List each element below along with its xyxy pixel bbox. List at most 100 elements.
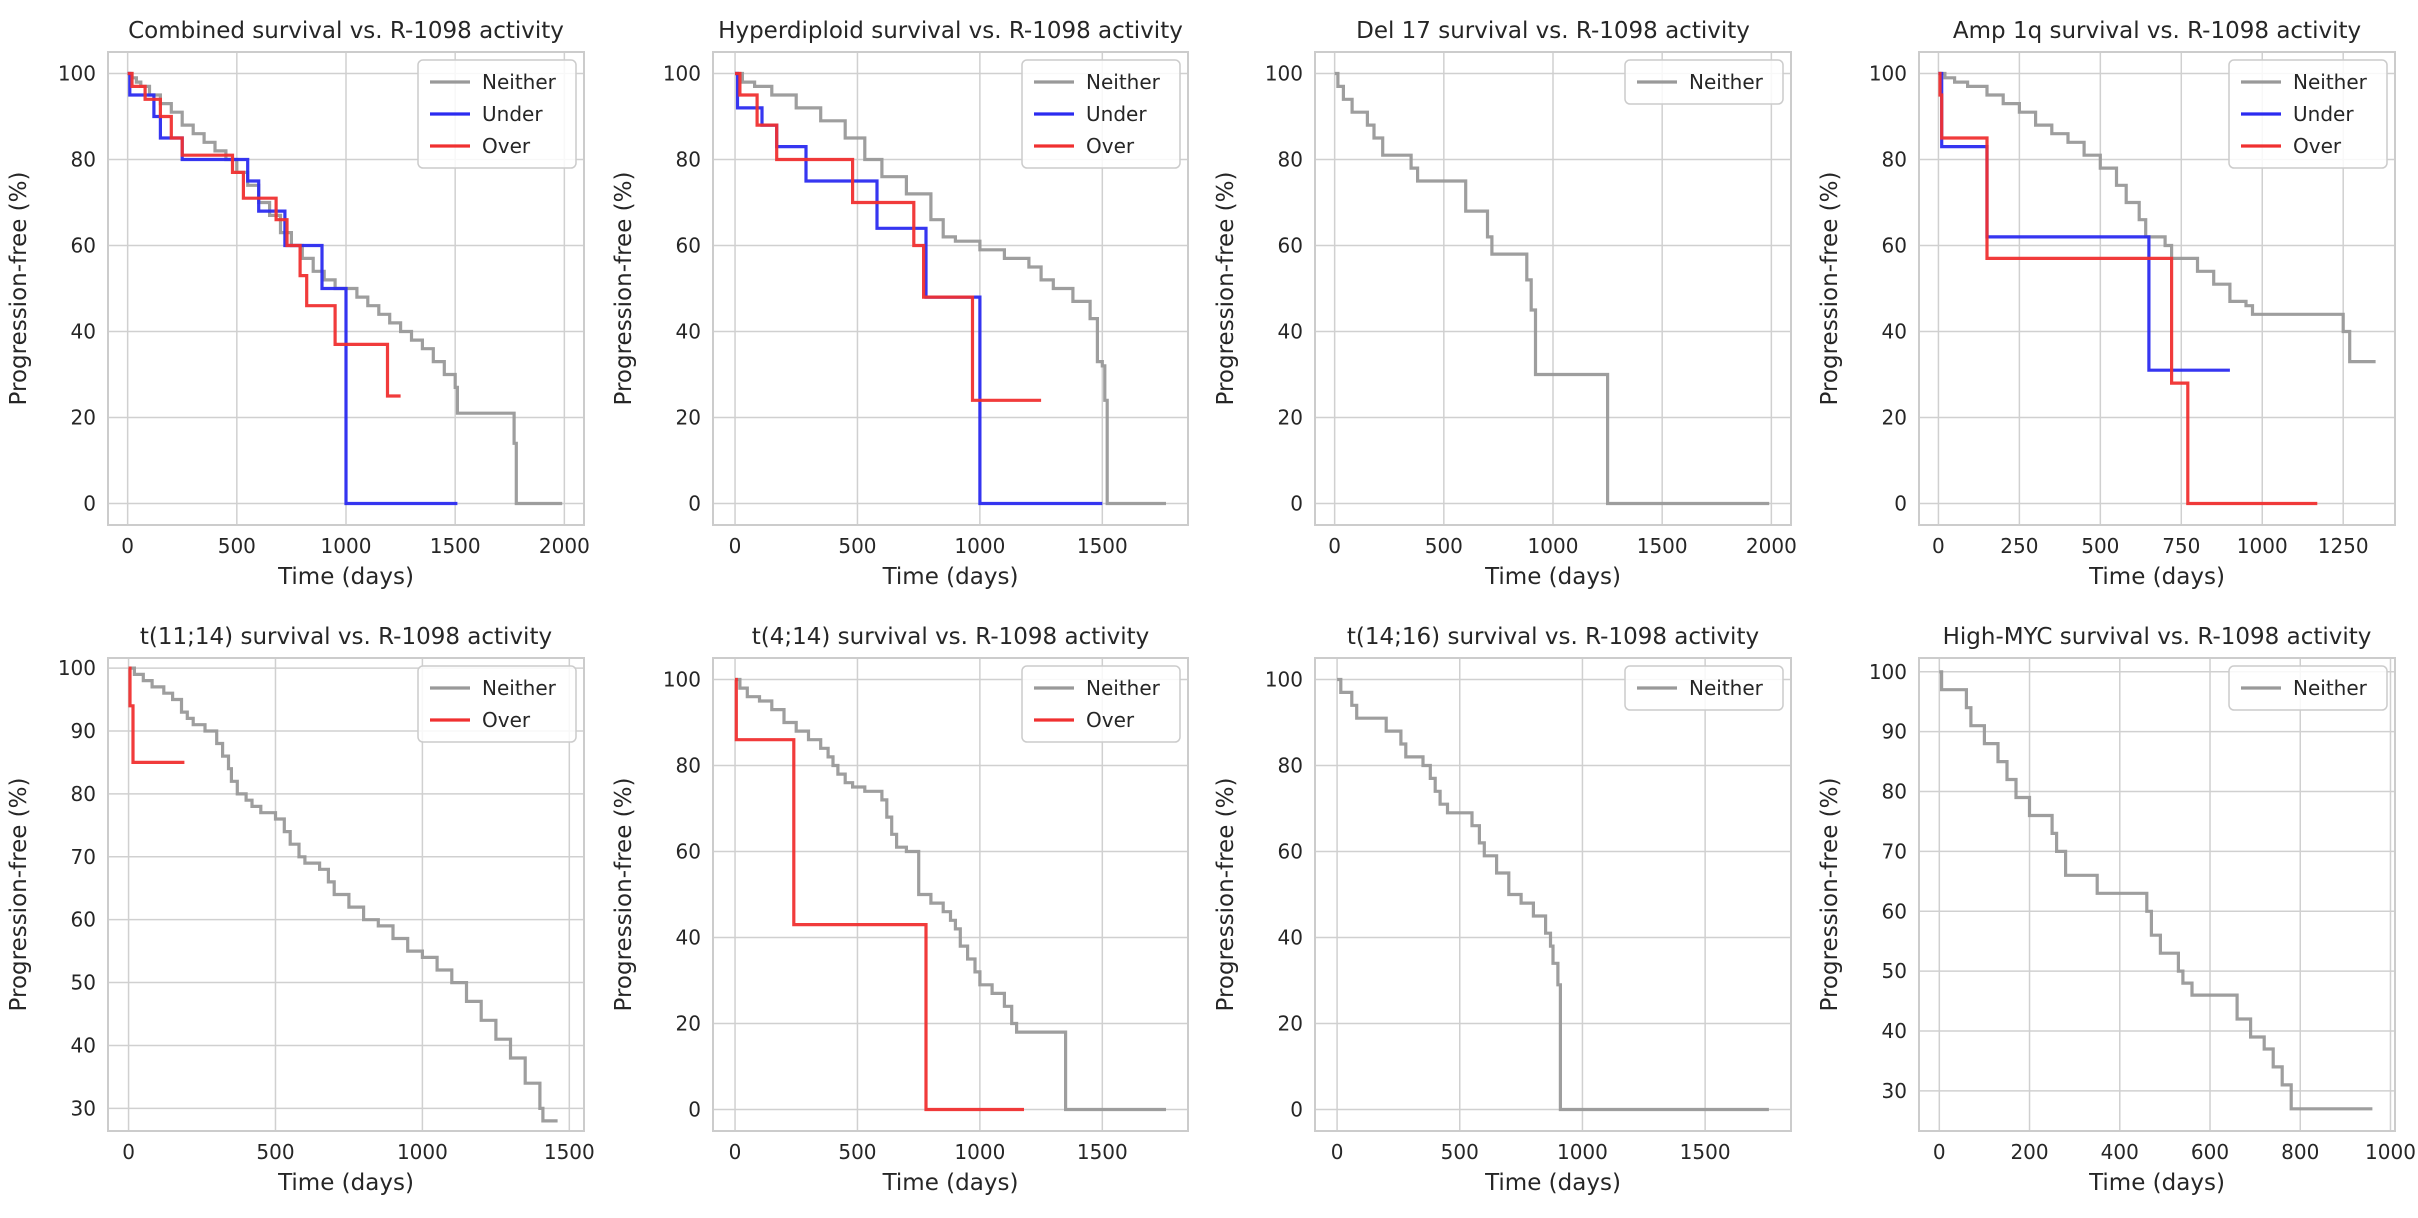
- y-tick-label: 80: [71, 782, 96, 806]
- y-tick-label: 80: [676, 754, 701, 778]
- y-tick-label: 60: [676, 234, 701, 258]
- x-tick-label: 1500: [1077, 534, 1128, 558]
- x-tick-label: 0: [122, 1140, 135, 1164]
- x-tick-label: 500: [838, 534, 876, 558]
- y-tick-label: 30: [1882, 1079, 1907, 1103]
- y-tick-label: 0: [83, 492, 96, 516]
- x-tick-label: 1250: [2318, 534, 2369, 558]
- y-tick-label: 100: [1869, 660, 1907, 684]
- y-tick-label: 30: [71, 1096, 96, 1120]
- axes-frame: [1314, 657, 1792, 1132]
- chart-panel-7: 0 500 1000 1500 0 20 40 60 80 100 Neither t(14;16) …: [1213, 624, 1792, 1196]
- chart-title: t(14;16) survival vs. R-1098 activity: [1347, 624, 1759, 650]
- x-tick-label: 1000: [2365, 1140, 2416, 1164]
- series-line-neither: [735, 677, 1166, 1112]
- y-tick-label: 40: [676, 320, 701, 344]
- legend-label-neither: Neither: [1086, 70, 1161, 94]
- x-tick-label: 1000: [954, 1140, 1005, 1164]
- x-tick-label: 1000: [1557, 1140, 1608, 1164]
- x-axis-label: Time (days): [1484, 1170, 1621, 1196]
- legend: Neither Under Over: [2228, 59, 2388, 169]
- y-tick-label: 20: [676, 406, 701, 430]
- legend: Neither Under Over: [417, 59, 577, 169]
- y-tick-label: 40: [1882, 320, 1907, 344]
- chart-panel-2: 0 500 1000 1500 0 20 40 60 80 100 Neither Under Over…: [611, 18, 1189, 590]
- x-axis-label: Time (days): [882, 1170, 1019, 1196]
- x-tick-label: 500: [256, 1140, 294, 1164]
- x-tick-label: 1500: [1680, 1140, 1731, 1164]
- x-tick-label: 0: [1331, 1140, 1344, 1164]
- y-tick-label: 40: [1882, 1019, 1907, 1043]
- legend-label-under: Under: [2293, 102, 2354, 126]
- y-tick-label: 60: [1278, 840, 1303, 864]
- y-tick-label: 100: [663, 668, 701, 692]
- legend: Neither: [2228, 665, 2388, 711]
- y-axis-label: Progression-free (%): [6, 778, 32, 1012]
- chart-panel-3: 0 500 1000 1500 2000 0 20 40 60 80 100 Neither Del 1…: [1213, 18, 1797, 590]
- legend: Neither Under Over: [1021, 59, 1181, 169]
- legend-label-under: Under: [482, 102, 543, 126]
- legend-label-neither: Neither: [1086, 676, 1161, 700]
- y-tick-label: 40: [71, 320, 96, 344]
- x-tick-label: 1500: [1077, 1140, 1128, 1164]
- legend-label-neither: Neither: [2293, 676, 2368, 700]
- y-tick-label: 0: [1290, 1098, 1303, 1122]
- axes-frame: [1918, 51, 2396, 526]
- y-tick-label: 80: [1278, 148, 1303, 172]
- legend: Neither Over: [1021, 665, 1181, 743]
- axes-frame: [1918, 657, 2396, 1132]
- x-tick-label: 500: [838, 1140, 876, 1164]
- y-tick-label: 20: [1278, 1012, 1303, 1036]
- x-axis-label: Time (days): [2088, 1170, 2225, 1196]
- y-tick-label: 90: [71, 719, 96, 743]
- y-axis-label: Progression-free (%): [1817, 172, 1843, 406]
- x-tick-label: 500: [218, 534, 256, 558]
- x-tick-label: 600: [2191, 1140, 2229, 1164]
- y-tick-label: 80: [676, 148, 701, 172]
- x-tick-label: 2000: [1746, 534, 1797, 558]
- y-tick-label: 0: [1894, 492, 1907, 516]
- y-tick-label: 100: [1869, 62, 1907, 86]
- y-axis-label: Progression-free (%): [1213, 172, 1239, 406]
- x-tick-label: 250: [2000, 534, 2038, 558]
- y-tick-label: 100: [58, 62, 96, 86]
- y-axis-label: Progression-free (%): [1817, 778, 1843, 1012]
- y-tick-label: 20: [1882, 406, 1907, 430]
- axes-frame: [107, 657, 585, 1132]
- series-line-neither: [127, 71, 563, 506]
- y-tick-label: 20: [676, 1012, 701, 1036]
- x-tick-label: 400: [2101, 1140, 2139, 1164]
- y-tick-label: 60: [71, 908, 96, 932]
- chart-title: t(11;14) survival vs. R-1098 activity: [140, 624, 552, 650]
- chart-panel-1: 0 500 1000 1500 2000 0 20 40 60 80 100 Neither Under…: [6, 18, 590, 590]
- chart-title: Combined survival vs. R-1098 activity: [128, 18, 564, 44]
- legend: Neither Over: [417, 665, 577, 743]
- y-tick-label: 50: [1882, 959, 1907, 983]
- chart-title: Del 17 survival vs. R-1098 activity: [1356, 18, 1750, 44]
- series-line-over: [127, 71, 401, 398]
- y-tick-label: 100: [58, 656, 96, 680]
- x-axis-label: Time (days): [882, 564, 1019, 590]
- y-tick-label: 0: [1290, 492, 1303, 516]
- y-tick-label: 60: [1882, 899, 1907, 923]
- y-tick-label: 0: [688, 1098, 701, 1122]
- axes-frame: [712, 657, 1189, 1132]
- legend-box: [1021, 59, 1181, 169]
- y-tick-label: 60: [1278, 234, 1303, 258]
- y-tick-label: 100: [663, 62, 701, 86]
- x-tick-label: 500: [1441, 1140, 1479, 1164]
- axes-frame: [107, 51, 585, 526]
- legend-label-over: Over: [1086, 134, 1135, 158]
- x-tick-label: 0: [121, 534, 134, 558]
- chart-title: Hyperdiploid survival vs. R-1098 activit…: [718, 18, 1183, 44]
- y-tick-label: 50: [71, 971, 96, 995]
- y-tick-label: 40: [676, 926, 701, 950]
- legend-label-over: Over: [482, 134, 531, 158]
- chart-panel-8: 0 200 400 600 800 1000 30 40 50 60 70 80 90 100 Neithe…: [1817, 624, 2416, 1196]
- x-axis-label: Time (days): [2088, 564, 2225, 590]
- x-tick-label: 0: [729, 1140, 742, 1164]
- y-tick-label: 90: [1882, 720, 1907, 744]
- legend-box: [1021, 665, 1181, 743]
- x-tick-label: 1000: [2237, 534, 2288, 558]
- series-line-over: [735, 71, 1042, 402]
